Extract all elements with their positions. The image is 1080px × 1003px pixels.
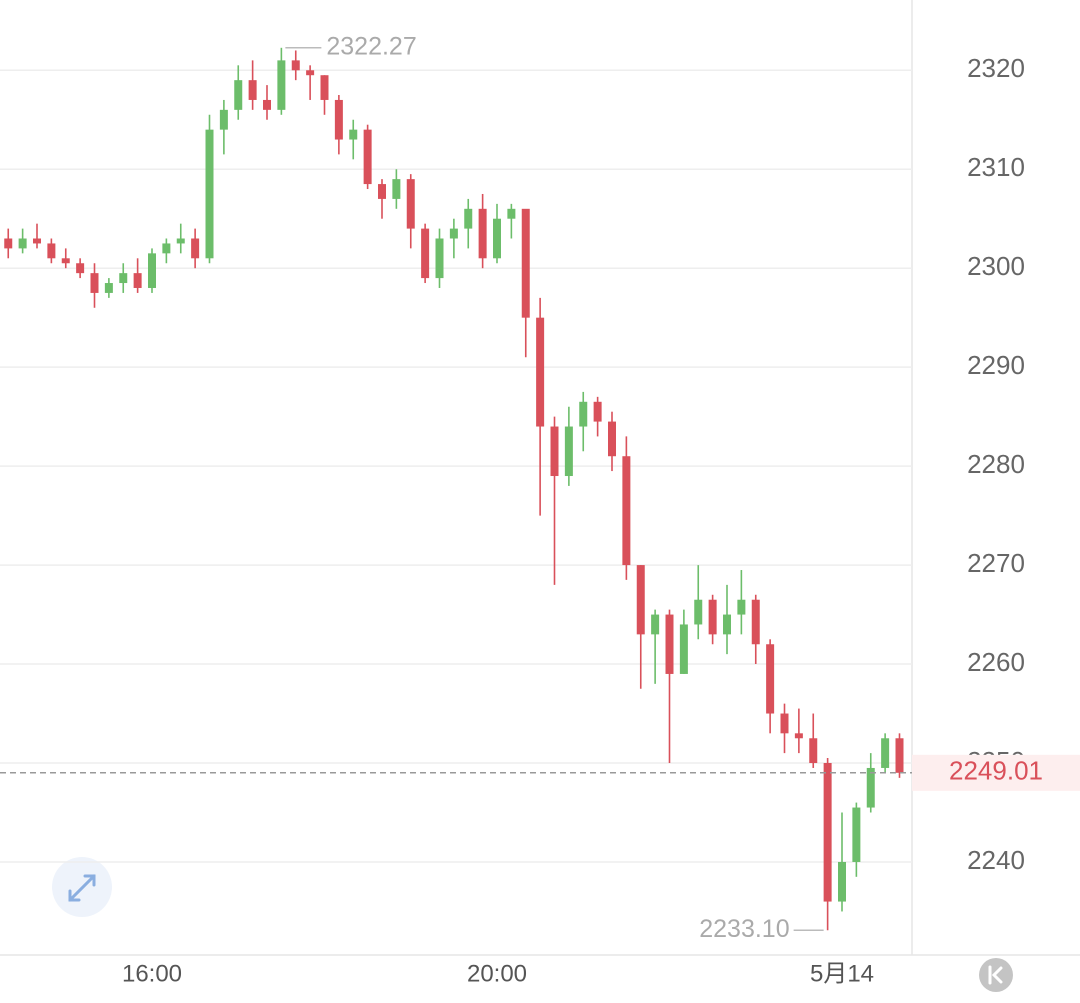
candle-body <box>694 599 703 625</box>
current-price-box <box>912 754 1080 791</box>
candle-body <box>608 421 616 457</box>
candle-body <box>392 179 401 199</box>
y-tick-label: 2310 <box>967 152 1025 182</box>
y-tick-label: 2290 <box>967 350 1025 380</box>
candle-body <box>148 253 156 288</box>
y-tick-label: 2270 <box>967 548 1025 578</box>
candle-body <box>334 99 343 140</box>
candle-body <box>47 243 56 259</box>
candle-body <box>90 273 99 293</box>
candle-body <box>363 129 372 185</box>
expand-icon <box>68 874 96 902</box>
candle-body <box>636 565 645 635</box>
x-tick-label: 5月14 <box>810 960 874 987</box>
candle-body <box>651 614 660 635</box>
candle-body <box>162 243 171 254</box>
candle-body <box>579 401 588 427</box>
candle-body <box>104 283 113 293</box>
candle-body <box>507 208 516 219</box>
candle-body <box>219 109 228 130</box>
y-tick-label: 2300 <box>967 251 1025 281</box>
candle-body <box>291 60 300 71</box>
x-tick-label: 16:00 <box>122 960 182 987</box>
candle-body <box>234 80 243 110</box>
candle-body <box>809 738 818 764</box>
candle-body <box>205 129 214 259</box>
candle-body <box>521 208 530 318</box>
candle-body <box>378 184 386 199</box>
candle-body <box>176 238 185 244</box>
candle-body <box>564 426 573 477</box>
candle-body <box>320 75 329 100</box>
candle-body <box>751 599 760 645</box>
candle-body <box>852 807 861 862</box>
y-tick-label: 2260 <box>967 647 1025 677</box>
candle-body <box>406 179 415 229</box>
candle-body <box>449 228 458 239</box>
candle-body <box>766 644 775 714</box>
candle-body <box>679 624 688 674</box>
candle-body <box>18 238 27 249</box>
expand-button[interactable] <box>52 857 112 917</box>
reset-button[interactable] <box>979 958 1013 992</box>
candle-body <box>737 599 746 615</box>
candle-body <box>823 763 832 902</box>
candle-body <box>248 80 257 100</box>
candle-body <box>881 738 890 768</box>
y-tick-label: 2320 <box>967 53 1025 83</box>
candle-body <box>76 263 85 274</box>
candle-body <box>708 599 717 635</box>
candle-body <box>838 861 846 902</box>
reset-icon <box>988 965 1003 985</box>
candle-body <box>550 426 559 477</box>
y-tick-label: 2240 <box>967 845 1025 875</box>
candle-body <box>665 614 674 674</box>
candle-body <box>593 401 602 422</box>
x-tick-label: 20:00 <box>467 960 527 987</box>
candle-body <box>277 60 286 110</box>
candle-body <box>464 208 473 229</box>
candle-body <box>866 767 875 808</box>
candle-body <box>536 317 545 427</box>
candle-body <box>4 238 13 249</box>
candle-body <box>723 614 731 635</box>
low-label: 2233.10 <box>699 915 789 943</box>
candle-body <box>191 238 200 259</box>
candle-body <box>895 738 904 773</box>
candle-body <box>119 273 128 284</box>
candle-body <box>349 129 358 140</box>
candle-body <box>478 208 487 259</box>
candle-body <box>61 258 70 264</box>
candle-body <box>133 273 142 288</box>
candle-body <box>622 456 631 566</box>
candle-body <box>33 238 41 244</box>
candle-body <box>794 733 803 739</box>
candle-body <box>435 238 444 279</box>
current-price-label: 2249.01 <box>949 756 1043 786</box>
candle-body <box>421 228 430 279</box>
high-label: 2322.27 <box>326 32 416 60</box>
candle-body <box>263 99 271 110</box>
candle-body <box>780 713 789 734</box>
candle-body <box>306 70 315 76</box>
candle-body <box>493 218 501 259</box>
y-tick-label: 2280 <box>967 449 1025 479</box>
